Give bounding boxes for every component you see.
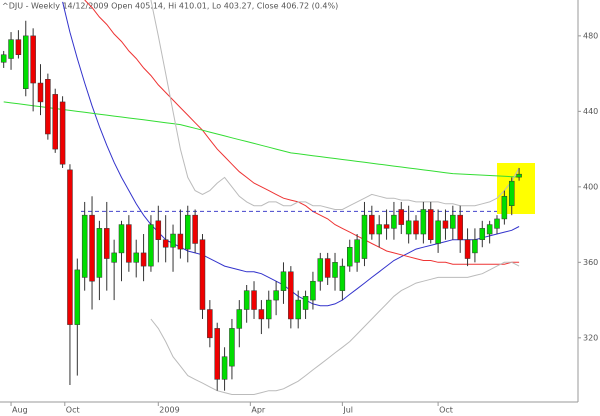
candle-body	[273, 290, 279, 301]
candle-body	[310, 280, 316, 301]
candle-body	[317, 258, 324, 282]
candle-body	[148, 224, 154, 267]
candle-body	[442, 220, 449, 229]
x-tick-label: Oct	[66, 406, 80, 415]
candle-body	[177, 233, 184, 250]
y-tick-label: 360	[583, 258, 598, 267]
candle-body	[37, 82, 44, 103]
candle-body	[295, 299, 301, 320]
chart-title: ^DJU - Weekly 14/12/2009 Open 405.14, Hi…	[2, 2, 338, 11]
candle-body	[192, 214, 198, 244]
candle-body	[15, 39, 22, 55]
candle-body	[74, 269, 81, 325]
candle-body	[332, 262, 338, 278]
candle-body	[427, 209, 434, 240]
candle-body	[280, 271, 287, 291]
candle-body	[81, 214, 88, 278]
candle-body	[118, 224, 125, 254]
candle-body	[376, 224, 382, 235]
x-tick-label: Apr	[251, 406, 266, 415]
candle-body	[339, 265, 346, 291]
candle-body	[126, 224, 132, 263]
y-tick-label: 400	[583, 182, 598, 191]
candle-body	[89, 214, 95, 282]
candle-body	[104, 228, 110, 259]
candle-body	[59, 101, 66, 165]
candle-body	[67, 169, 73, 325]
candle-body	[450, 214, 456, 229]
candle-body	[501, 196, 508, 220]
candle-body	[288, 271, 294, 320]
indicator-line	[84, 0, 520, 265]
candle-body	[185, 214, 191, 250]
candle-body	[457, 214, 463, 240]
candle-body	[516, 173, 522, 178]
candle-body	[45, 79, 51, 135]
candle-body	[361, 214, 368, 259]
candle-body	[251, 290, 257, 310]
indicator-line	[3, 101, 520, 178]
candle-body	[346, 246, 353, 267]
candle-body	[258, 309, 265, 320]
indicator-line	[150, 261, 520, 395]
y-tick-label: 320	[583, 333, 598, 342]
candle-body	[472, 239, 478, 254]
x-tick-label: Oct	[439, 406, 453, 415]
candle-body	[8, 39, 14, 59]
candle-body	[0, 54, 7, 63]
candle-body	[486, 224, 493, 235]
candle-body	[133, 252, 139, 263]
candle-body	[391, 214, 397, 229]
candle-body	[140, 252, 147, 267]
candle-body	[155, 220, 162, 240]
candle-body	[170, 233, 176, 248]
candle-body	[324, 258, 331, 278]
candle-body	[30, 35, 36, 84]
candle-body	[229, 328, 235, 367]
candle-body	[111, 252, 117, 263]
candle-body	[52, 94, 58, 150]
candle-body	[398, 209, 405, 225]
candle-body	[236, 309, 243, 329]
candle-body	[479, 228, 486, 240]
candle-body	[508, 180, 515, 206]
y-tick-label: 480	[583, 31, 598, 40]
candle-body	[214, 328, 220, 380]
candle-body	[266, 299, 272, 320]
candle-body	[354, 239, 360, 263]
candle-body	[435, 220, 441, 244]
candle-body	[413, 220, 419, 235]
candle-body	[23, 35, 29, 89]
candle-body	[302, 296, 309, 310]
candle-body	[369, 214, 375, 235]
candle-body	[494, 218, 500, 229]
candle-body	[199, 239, 206, 310]
candle-body	[464, 239, 471, 259]
candle-body	[162, 239, 169, 248]
candle-body	[420, 209, 427, 235]
candle-body	[243, 290, 250, 310]
x-tick-label: Aug	[12, 406, 28, 415]
y-tick-label: 440	[583, 107, 598, 116]
candle-body	[207, 309, 213, 339]
candle-body	[96, 228, 103, 278]
x-tick-label: 2009	[159, 406, 179, 415]
x-tick-label: Jul	[342, 406, 353, 415]
indicator-line	[150, 0, 520, 210]
candle-body	[221, 356, 228, 380]
candle-body	[383, 224, 390, 229]
candle-body	[405, 220, 412, 235]
